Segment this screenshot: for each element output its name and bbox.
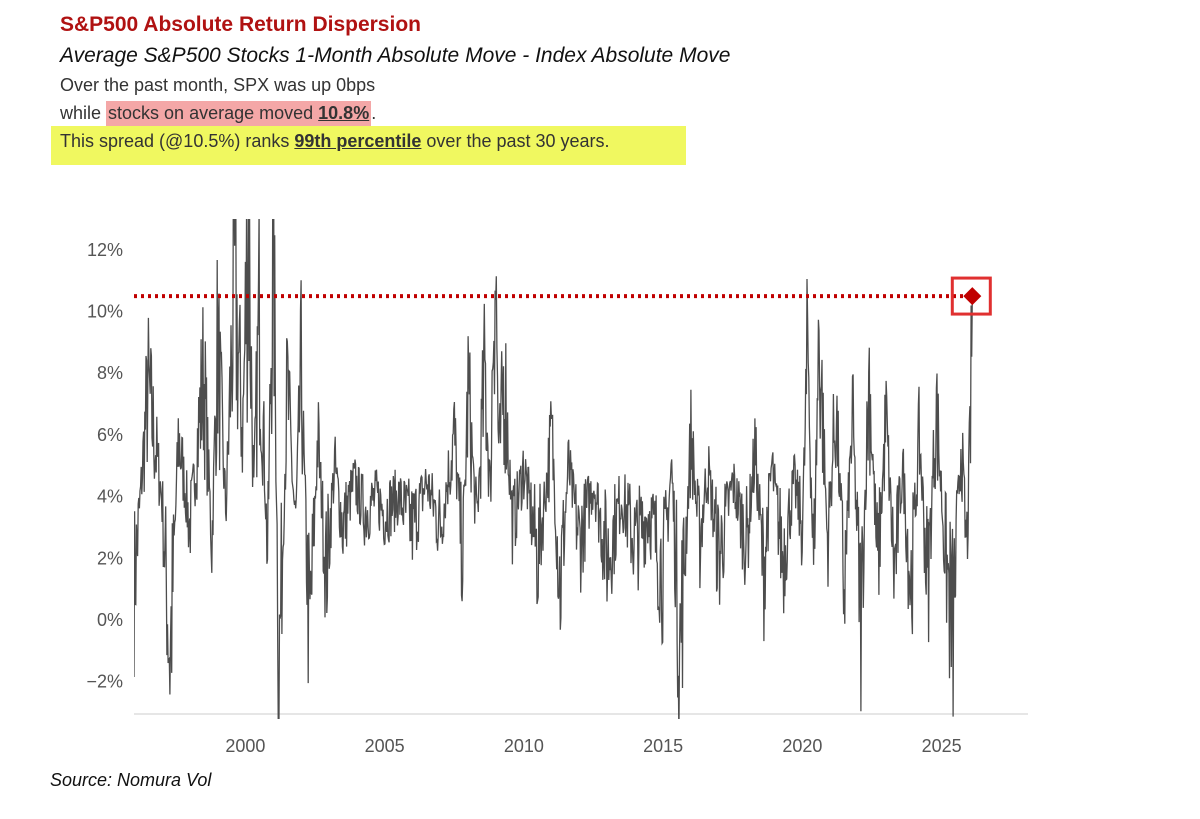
y-tick-label: −2% [86, 672, 123, 692]
summary-line-2-highlight: stocks on average moved [108, 103, 319, 123]
x-tick-label: 2015 [643, 736, 683, 756]
y-axis-ticks: −2% 0% 2% 4% 6% 8% 10% 12% [86, 240, 123, 692]
y-tick-label: 6% [97, 425, 123, 445]
x-tick-label: 2020 [782, 736, 822, 756]
x-tick-label: 2025 [922, 736, 962, 756]
yellow-highlight: This spread (@10.5%) ranks 99th percenti… [51, 126, 686, 165]
chart-title: S&P500 Absolute Return Dispersion [60, 13, 421, 36]
y-tick-label: 0% [97, 610, 123, 630]
summary-line-2-prefix: while [60, 103, 107, 123]
x-tick-label: 2010 [504, 736, 544, 756]
x-tick-label: 2000 [225, 736, 265, 756]
red-highlight: stocks on average moved 10.8% [106, 101, 372, 126]
average-move-value: 10.8% [318, 103, 370, 123]
summary-line-1: Over the past month, SPX was up 0bps [60, 75, 376, 95]
marker-box [950, 276, 992, 316]
latest-point-marker [963, 287, 982, 306]
series-line [134, 219, 973, 719]
summary-line-2: while stocks on average moved 10.8%. [60, 101, 377, 126]
plot-area [134, 219, 973, 719]
y-tick-label: 4% [97, 487, 123, 507]
y-tick-label: 10% [87, 302, 123, 322]
x-axis-ticks: 2000 2005 2010 2015 2020 2025 [225, 736, 961, 756]
chart-subtitle: Average S&P500 Stocks 1-Month Absolute M… [60, 44, 731, 67]
summary-line-3: This spread (@10.5%) ranks 99th percenti… [60, 131, 610, 152]
source-note: Source: Nomura Vol [50, 770, 212, 790]
y-tick-label: 8% [97, 363, 123, 383]
y-tick-label: 2% [97, 548, 123, 568]
percentile-value: 99th percentile [294, 131, 422, 151]
summary-line-3-suffix: over the past 30 years. [421, 131, 610, 151]
y-tick-label: 12% [87, 240, 123, 260]
x-tick-label: 2005 [365, 736, 405, 756]
summary-line-2-suffix: . [371, 103, 377, 123]
summary-line-3-prefix: This spread (@10.5%) ranks [60, 131, 295, 151]
